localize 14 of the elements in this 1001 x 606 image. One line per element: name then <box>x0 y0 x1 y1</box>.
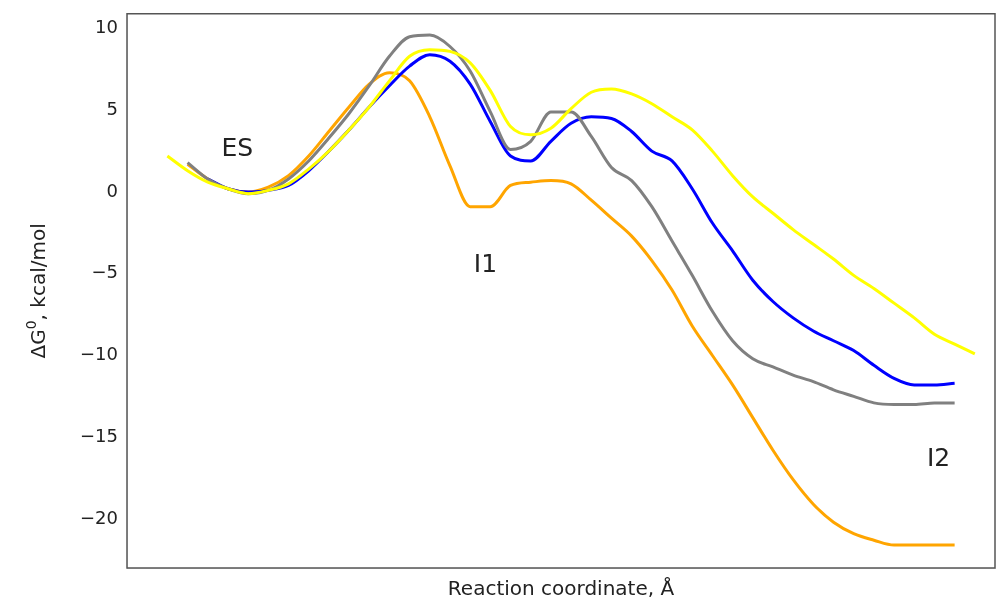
y-tick-label: −20 <box>80 506 118 528</box>
line-series <box>165 48 977 356</box>
annotation: ES <box>221 133 254 163</box>
y-tick-label: −5 <box>91 261 118 283</box>
y-tick-label: −10 <box>80 343 118 365</box>
y-tick-label: 0 <box>106 179 118 201</box>
x-axis-title: Reaction coordinate, Å <box>447 576 675 601</box>
y-tick-label: 10 <box>95 16 118 38</box>
y-axis-title: ΔG0, kcal/mol <box>22 223 51 359</box>
line-series <box>186 71 957 547</box>
annotation: I1 <box>473 249 498 279</box>
y-tick-label: 5 <box>106 97 118 119</box>
y-tick-label: −15 <box>80 424 118 446</box>
annotation: I2 <box>926 443 951 473</box>
